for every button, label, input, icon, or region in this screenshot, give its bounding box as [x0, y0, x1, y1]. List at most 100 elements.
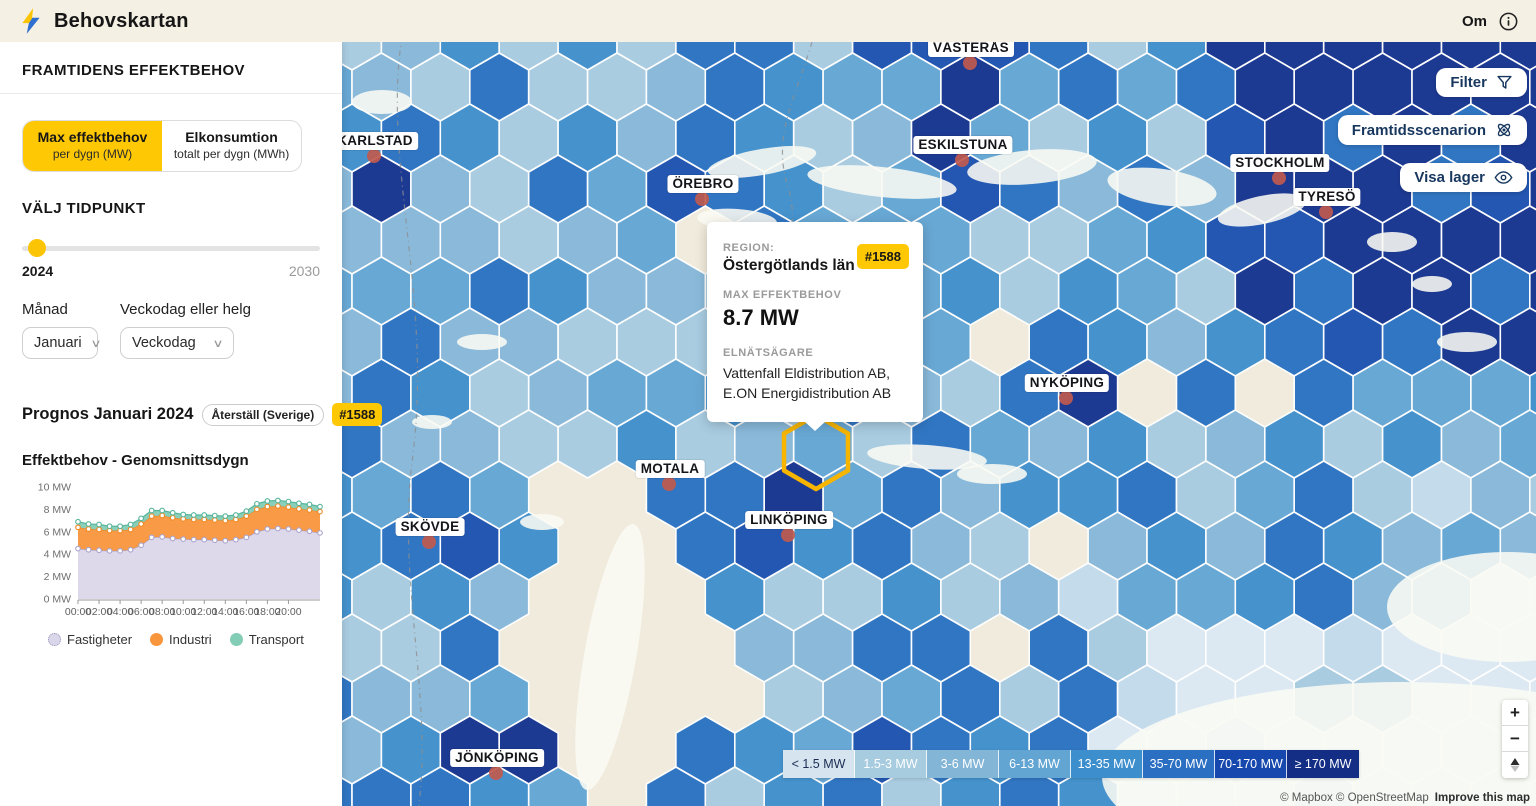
weekday-select[interactable]: Veckodag ∨ — [120, 327, 234, 360]
map-canvas[interactable]: VÄSTERÅS ESKILSTUNA STOCKHOLM TYRESÖ KARLSTA… — [342, 42, 1536, 806]
year-slider-knob[interactable] — [28, 239, 46, 258]
chart-legend-item: Industri — [150, 632, 212, 647]
weekday-label: Veckodag eller helg — [120, 301, 251, 319]
legend-dot — [229, 633, 243, 647]
app-header: Behovskartan Om — [0, 0, 1536, 42]
eye-icon — [1494, 170, 1513, 185]
svg-text:8 MW: 8 MW — [44, 504, 72, 516]
month-label: Månad — [22, 301, 68, 319]
legend-cell: 35-70 MW — [1143, 750, 1215, 778]
chart-legend-item: Transport — [229, 632, 304, 648]
legend-dot — [48, 633, 61, 647]
toggle-active-subtitle: per dygn (MW) — [52, 146, 133, 161]
city-dot — [662, 477, 676, 491]
filter-button[interactable]: Filter — [1436, 68, 1527, 97]
month-select-value: Januari — [34, 335, 82, 352]
legend-cell: 3-6 MW — [927, 750, 999, 778]
city-label-eskilstuna: ESKILSTUNA — [913, 136, 1013, 154]
improve-map-link[interactable]: Improve this map — [1434, 792, 1530, 804]
svg-text:00:00: 00:00 — [65, 606, 91, 618]
city-label-västerås: VÄSTERÅS — [928, 42, 1014, 57]
svg-text:18:00: 18:00 — [254, 606, 280, 618]
sidebar-panel: FRAMTIDENS EFFEKTBEHOV Max effektbehov p… — [0, 42, 383, 806]
city-label-skövde: SKÖVDE — [395, 518, 465, 536]
city-label-nyköping: NYKÖPING — [1024, 374, 1110, 392]
filter-icon — [1496, 74, 1513, 91]
city-dot — [695, 192, 709, 206]
map-attribution: © Mapbox © OpenStreetMap Improve this map — [1280, 792, 1530, 804]
map-buttons: Filter Framtidsscenarion Visa lager — [1337, 68, 1527, 192]
svg-text:0 MW: 0 MW — [44, 594, 72, 606]
app-logo: Behovskartan — [18, 7, 189, 35]
year-slider-track[interactable] — [22, 246, 320, 252]
map-color-legend: < 1.5 MW 1.5-3 MW 3-6 MW 6-13 MW 13-35 MW 35-… — [783, 750, 1359, 778]
slider-max-label: 2030 — [288, 263, 320, 280]
svg-text:08:00: 08:00 — [149, 606, 175, 618]
svg-text:10:00: 10:00 — [170, 606, 196, 618]
chevron-down-icon: ∨ — [89, 337, 102, 350]
slider-min-label: 2024 — [22, 263, 54, 280]
legend-cell: ≥ 170 MW — [1287, 750, 1359, 778]
svg-text:12:00: 12:00 — [191, 606, 217, 618]
hex-count-badge: #1588 — [332, 403, 383, 427]
chevron-down-icon: ∨ — [212, 337, 224, 350]
city-label-örebro: ÖREBRO — [667, 175, 739, 193]
legend-cell: < 1.5 MW — [783, 750, 855, 778]
tooltip-owner-label: ELNÄTSÄGARE — [723, 347, 814, 359]
map-tooltip: REGION: Östergötlands län #1588 MAX EFFE… — [707, 222, 923, 422]
map-button-label: Filter — [1450, 74, 1487, 91]
svg-text:04:00: 04:00 — [107, 606, 133, 618]
tooltip-max-label: MAX EFFEKTBEHOV — [723, 289, 842, 301]
toggle-inactive-title: Elkonsumtion — [185, 129, 278, 145]
tooltip-max-value: 8.7 MW — [723, 305, 799, 330]
time-heading: VÄLJ TIDPUNKT — [22, 200, 146, 218]
reset-sweden-button[interactable]: Återställ (Sverige) — [201, 403, 325, 426]
zoom-out-button[interactable]: − — [1502, 726, 1528, 752]
tooltip-region-name: Östergötlands län — [723, 257, 855, 274]
attribution-text: © Mapbox © OpenStreetMap — [1280, 792, 1429, 804]
about-link[interactable]: Om — [1461, 12, 1487, 30]
city-dot — [489, 766, 503, 780]
city-label-jönköping: JÖNKÖPING — [450, 749, 544, 767]
legend-cell: 70-170 MW — [1215, 750, 1287, 778]
toggle-active-title: Max effektbehov — [37, 129, 148, 145]
legend-cell: 13-35 MW — [1071, 750, 1143, 778]
city-dot — [422, 535, 436, 549]
metric-toggle: Max effektbehov per dygn (MW) Elkonsumti… — [22, 120, 302, 173]
legend-label: Transport — [248, 632, 304, 648]
map-button-label: Visa lager — [1414, 169, 1485, 186]
city-dot — [1319, 205, 1333, 219]
month-select[interactable]: Januari ∨ — [22, 327, 102, 360]
tooltip-region-label: REGION: — [723, 242, 775, 254]
legend-cell: 6-13 MW — [999, 750, 1071, 778]
city-dot — [955, 153, 969, 167]
tooltip-owners: Vattenfall Eldistribution AB, E.ON Energ… — [723, 365, 892, 402]
framtidsscenarion-button[interactable]: Framtidsscenarion — [1337, 115, 1527, 145]
svg-text:10 MW: 10 MW — [38, 482, 71, 494]
compass-icon — [1510, 758, 1520, 772]
sidebar-heading: FRAMTIDENS EFFEKTBEHOV — [22, 62, 245, 79]
toggle-elkonsumtion[interactable]: Elkonsumtion totalt per dygn (MWh) — [162, 121, 301, 171]
tooltip-count-badge: #1588 — [856, 244, 909, 269]
svg-text:4 MW: 4 MW — [44, 549, 72, 561]
visa-lager-button[interactable]: Visa lager — [1400, 163, 1527, 192]
toggle-max-effektbehov[interactable]: Max effektbehov per dygn (MW) — [23, 121, 162, 172]
city-label-tyresö: TYRESÖ — [1293, 188, 1361, 206]
svg-text:02:00: 02:00 — [86, 606, 112, 618]
city-dot — [1059, 391, 1073, 405]
svg-text:2 MW: 2 MW — [44, 571, 72, 583]
zoom-in-button[interactable]: + — [1502, 700, 1528, 726]
info-icon[interactable] — [1499, 12, 1518, 31]
sidebar-divider — [0, 93, 342, 94]
city-dot — [1272, 171, 1286, 185]
app-title: Behovskartan — [54, 9, 189, 32]
city-label-karlstad: KARLSTAD — [342, 132, 418, 150]
stacked-area-chart: 0 MW 2 MW 4 MW 6 MW 8 MW 10 MW 00:0002:0004:00… — [38, 482, 323, 618]
legend-label: Fastigheter — [67, 632, 133, 648]
city-label-linköping: LINKÖPING — [745, 511, 833, 529]
compass-button[interactable] — [1502, 752, 1528, 778]
map-button-label: Framtidsscenarion — [1351, 121, 1486, 139]
city-label-motala: MOTALA — [635, 460, 705, 478]
city-dot — [781, 528, 795, 542]
city-label-stockholm: STOCKHOLM — [1230, 154, 1330, 172]
